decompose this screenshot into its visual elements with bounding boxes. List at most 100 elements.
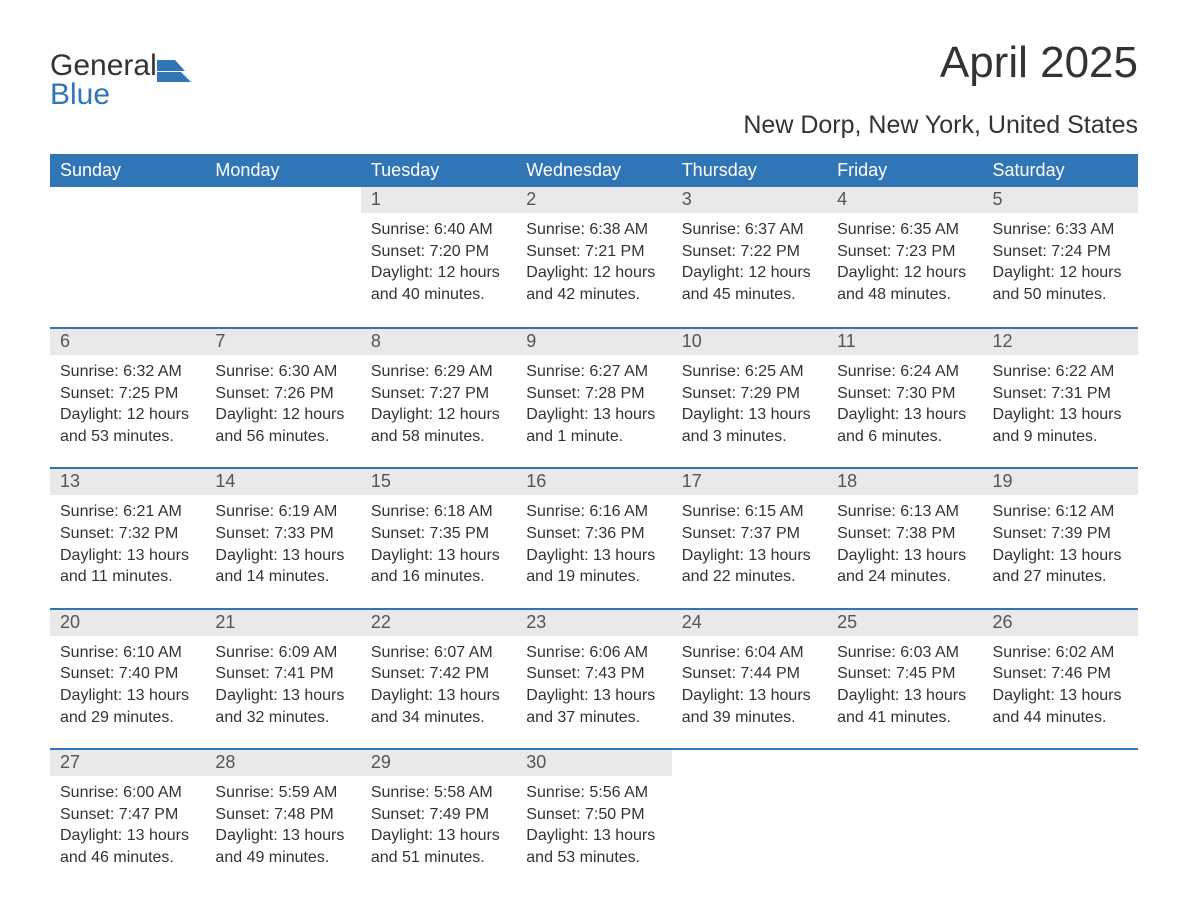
calendar-day [983,750,1138,888]
day-body: Sunrise: 5:56 AMSunset: 7:50 PMDaylight:… [516,776,671,888]
day-body: Sunrise: 6:33 AMSunset: 7:24 PMDaylight:… [983,213,1138,325]
day-body: Sunrise: 6:09 AMSunset: 7:41 PMDaylight:… [205,636,360,748]
day-body: Sunrise: 6:37 AMSunset: 7:22 PMDaylight:… [672,213,827,325]
daylight-line: Daylight: 12 hours and 45 minutes. [682,262,817,305]
daylight-line: Daylight: 13 hours and 44 minutes. [993,685,1128,728]
sunrise-line: Sunrise: 6:04 AM [682,642,817,664]
calendar-day: 17Sunrise: 6:15 AMSunset: 7:37 PMDayligh… [672,469,827,607]
calendar-day [50,187,205,327]
calendar-day: 23Sunrise: 6:06 AMSunset: 7:43 PMDayligh… [516,610,671,748]
sunset-line: Sunset: 7:42 PM [371,663,506,685]
calendar-day: 4Sunrise: 6:35 AMSunset: 7:23 PMDaylight… [827,187,982,327]
calendar-day: 13Sunrise: 6:21 AMSunset: 7:32 PMDayligh… [50,469,205,607]
calendar-header-cell: Monday [205,154,360,187]
daylight-line: Daylight: 13 hours and 32 minutes. [215,685,350,728]
sunset-line: Sunset: 7:30 PM [837,383,972,405]
calendar-day: 12Sunrise: 6:22 AMSunset: 7:31 PMDayligh… [983,329,1138,467]
sunset-line: Sunset: 7:37 PM [682,523,817,545]
day-number: 3 [672,187,827,213]
sunset-line: Sunset: 7:38 PM [837,523,972,545]
daylight-line: Daylight: 12 hours and 56 minutes. [215,404,350,447]
day-body: Sunrise: 6:22 AMSunset: 7:31 PMDaylight:… [983,355,1138,467]
calendar-day: 7Sunrise: 6:30 AMSunset: 7:26 PMDaylight… [205,329,360,467]
day-body: Sunrise: 6:03 AMSunset: 7:45 PMDaylight:… [827,636,982,748]
daylight-line: Daylight: 13 hours and 34 minutes. [371,685,506,728]
day-number: 6 [50,329,205,355]
day-body: Sunrise: 6:10 AMSunset: 7:40 PMDaylight:… [50,636,205,748]
sunrise-line: Sunrise: 6:29 AM [371,361,506,383]
sunset-line: Sunset: 7:22 PM [682,241,817,263]
day-number: 20 [50,610,205,636]
day-body: Sunrise: 5:59 AMSunset: 7:48 PMDaylight:… [205,776,360,888]
daylight-line: Daylight: 12 hours and 50 minutes. [993,262,1128,305]
daylight-line: Daylight: 13 hours and 6 minutes. [837,404,972,447]
calendar-header-cell: Tuesday [361,154,516,187]
daylight-line: Daylight: 13 hours and 9 minutes. [993,404,1128,447]
sunrise-line: Sunrise: 6:27 AM [526,361,661,383]
calendar-header-cell: Friday [827,154,982,187]
sunrise-line: Sunrise: 6:25 AM [682,361,817,383]
flag-icon [157,60,191,82]
calendar-day: 26Sunrise: 6:02 AMSunset: 7:46 PMDayligh… [983,610,1138,748]
logo-text-block: General Blue [50,52,157,109]
sunset-line: Sunset: 7:26 PM [215,383,350,405]
calendar-header-row: SundayMondayTuesdayWednesdayThursdayFrid… [50,154,1138,187]
calendar-week: 13Sunrise: 6:21 AMSunset: 7:32 PMDayligh… [50,467,1138,607]
day-number: 15 [361,469,516,495]
daylight-line: Daylight: 12 hours and 58 minutes. [371,404,506,447]
sunrise-line: Sunrise: 6:12 AM [993,501,1128,523]
calendar-day: 16Sunrise: 6:16 AMSunset: 7:36 PMDayligh… [516,469,671,607]
sunrise-line: Sunrise: 5:58 AM [371,782,506,804]
daylight-line: Daylight: 13 hours and 41 minutes. [837,685,972,728]
sunset-line: Sunset: 7:47 PM [60,804,195,826]
sunset-line: Sunset: 7:46 PM [993,663,1128,685]
calendar-day: 6Sunrise: 6:32 AMSunset: 7:25 PMDaylight… [50,329,205,467]
day-number: 9 [516,329,671,355]
calendar-day [672,750,827,888]
calendar-day: 8Sunrise: 6:29 AMSunset: 7:27 PMDaylight… [361,329,516,467]
daylight-line: Daylight: 13 hours and 27 minutes. [993,545,1128,588]
calendar-day: 2Sunrise: 6:38 AMSunset: 7:21 PMDaylight… [516,187,671,327]
logo-line1: General [50,52,157,81]
sunrise-line: Sunrise: 6:30 AM [215,361,350,383]
calendar-day: 1Sunrise: 6:40 AMSunset: 7:20 PMDaylight… [361,187,516,327]
calendar-week: 27Sunrise: 6:00 AMSunset: 7:47 PMDayligh… [50,748,1138,888]
sunrise-line: Sunrise: 6:00 AM [60,782,195,804]
daylight-line: Daylight: 13 hours and 16 minutes. [371,545,506,588]
day-number: 12 [983,329,1138,355]
day-body: Sunrise: 6:27 AMSunset: 7:28 PMDaylight:… [516,355,671,467]
day-number: 21 [205,610,360,636]
sunset-line: Sunset: 7:43 PM [526,663,661,685]
day-body: Sunrise: 6:07 AMSunset: 7:42 PMDaylight:… [361,636,516,748]
sunrise-line: Sunrise: 6:19 AM [215,501,350,523]
logo: General Blue [50,38,193,109]
sunset-line: Sunset: 7:49 PM [371,804,506,826]
day-body: Sunrise: 6:00 AMSunset: 7:47 PMDaylight:… [50,776,205,888]
sunset-line: Sunset: 7:45 PM [837,663,972,685]
day-body: Sunrise: 6:04 AMSunset: 7:44 PMDaylight:… [672,636,827,748]
calendar-day: 11Sunrise: 6:24 AMSunset: 7:30 PMDayligh… [827,329,982,467]
day-number: 24 [672,610,827,636]
daylight-line: Daylight: 13 hours and 22 minutes. [682,545,817,588]
sunset-line: Sunset: 7:48 PM [215,804,350,826]
day-body: Sunrise: 6:15 AMSunset: 7:37 PMDaylight:… [672,495,827,607]
sunrise-line: Sunrise: 6:10 AM [60,642,195,664]
sunrise-line: Sunrise: 6:07 AM [371,642,506,664]
daylight-line: Daylight: 13 hours and 1 minute. [526,404,661,447]
day-number: 2 [516,187,671,213]
calendar-header-cell: Sunday [50,154,205,187]
calendar-day: 28Sunrise: 5:59 AMSunset: 7:48 PMDayligh… [205,750,360,888]
calendar-day: 14Sunrise: 6:19 AMSunset: 7:33 PMDayligh… [205,469,360,607]
sunrise-line: Sunrise: 6:38 AM [526,219,661,241]
day-number: 28 [205,750,360,776]
day-number: 26 [983,610,1138,636]
calendar-day: 25Sunrise: 6:03 AMSunset: 7:45 PMDayligh… [827,610,982,748]
day-number: 14 [205,469,360,495]
day-number: 13 [50,469,205,495]
calendar-day: 5Sunrise: 6:33 AMSunset: 7:24 PMDaylight… [983,187,1138,327]
calendar-day: 18Sunrise: 6:13 AMSunset: 7:38 PMDayligh… [827,469,982,607]
calendar-day: 15Sunrise: 6:18 AMSunset: 7:35 PMDayligh… [361,469,516,607]
logo-line2: Blue [50,81,157,110]
day-body: Sunrise: 6:21 AMSunset: 7:32 PMDaylight:… [50,495,205,607]
day-number: 23 [516,610,671,636]
